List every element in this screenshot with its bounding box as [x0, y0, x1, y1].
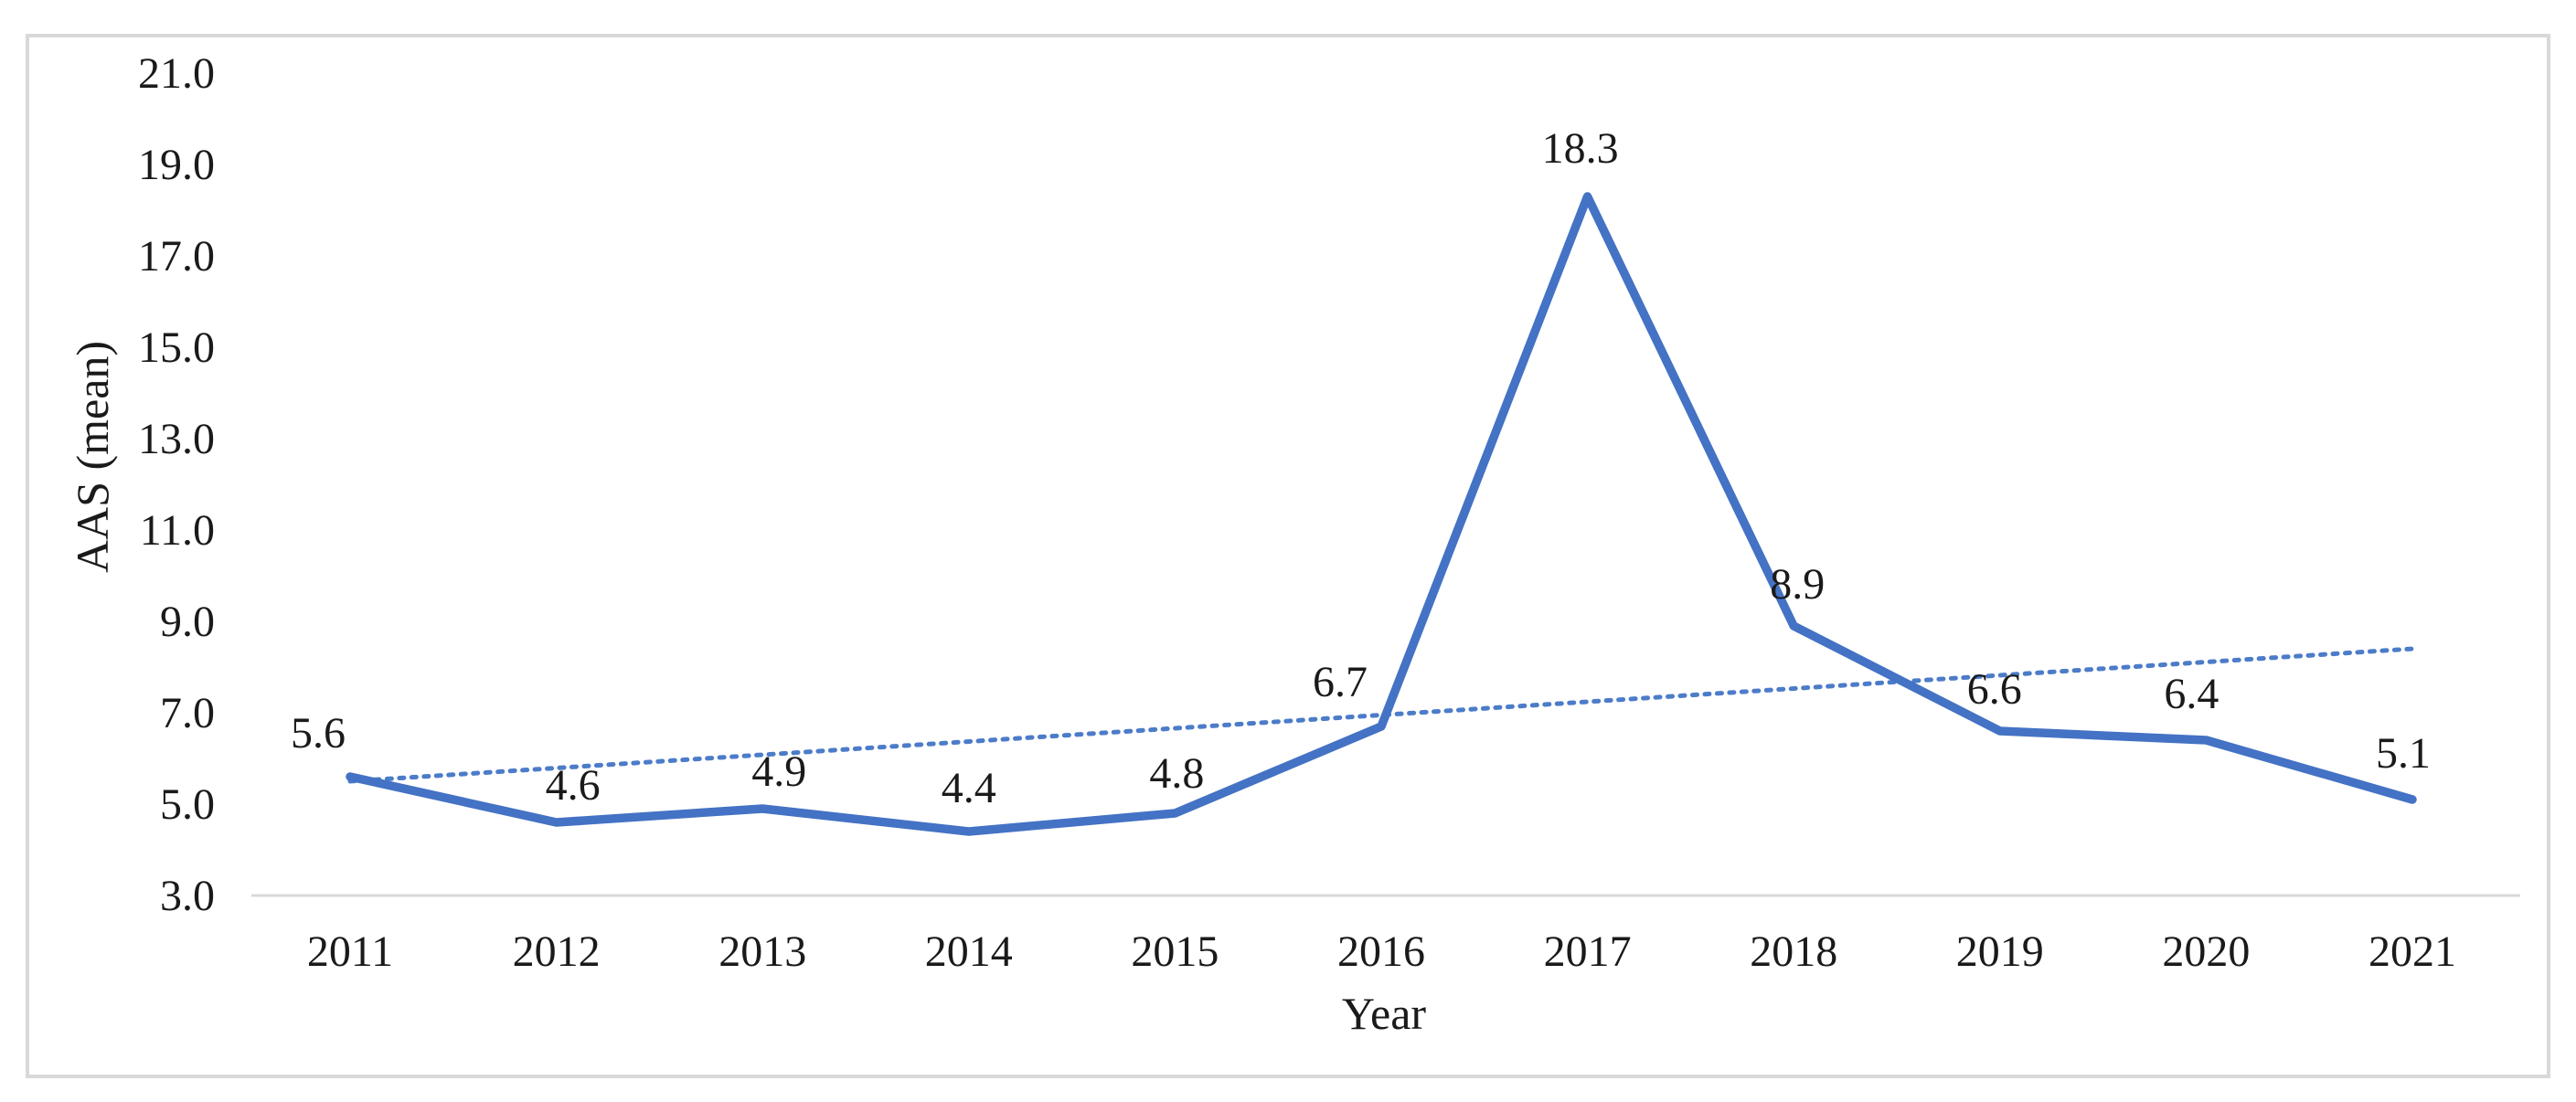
x-tick-label: 2013 — [719, 927, 806, 976]
data-label-layer: 5.6 4.6 4.9 4.4 4.8 6.7 18.3 8.9 6.6 6.4 5.1 — [291, 124, 2431, 812]
y-tick-label: 11.0 — [140, 506, 215, 555]
trendline — [347, 646, 2415, 784]
y-tick-label: 17.0 — [138, 232, 215, 281]
data-label: 4.9 — [751, 747, 806, 796]
data-label: 18.3 — [1542, 124, 1619, 173]
data-label: 6.7 — [1313, 658, 1368, 706]
x-axis-title: Year — [1342, 988, 1426, 1039]
data-label: 5.1 — [2376, 729, 2431, 778]
series-layer — [346, 192, 2417, 836]
y-tick-label: 3.0 — [160, 872, 215, 920]
axis-layer: 3.0 5.0 7.0 9.0 11.0 13.0 15.0 17.0 19.0 21.0 2011… — [138, 49, 2520, 976]
x-tick-label: 2015 — [1131, 927, 1219, 976]
y-tick-label: 21.0 — [138, 49, 215, 98]
x-tick-label: 2016 — [1337, 927, 1425, 976]
y-tick-label: 15.0 — [138, 323, 215, 372]
data-label: 8.9 — [1770, 560, 1825, 609]
y-tick-label: 9.0 — [160, 598, 215, 646]
x-tick-label: 2020 — [2162, 927, 2250, 976]
y-tick-label: 7.0 — [160, 689, 215, 737]
x-tick-label: 2018 — [1750, 927, 1837, 976]
x-tick-label: 2019 — [1956, 927, 2044, 976]
data-label: 4.4 — [942, 764, 996, 812]
data-label: 6.6 — [1967, 665, 2022, 714]
data-label: 6.4 — [2164, 670, 2219, 718]
data-label: 4.6 — [546, 761, 601, 810]
x-tick-label: 2021 — [2368, 927, 2456, 976]
x-tick-label: 2017 — [1544, 927, 1632, 976]
x-tick-label: 2014 — [925, 927, 1013, 976]
chart-frame — [26, 34, 2550, 1078]
y-axis-title: AAS (mean) — [67, 341, 118, 573]
series-line — [346, 192, 2417, 836]
y-tick-label: 19.0 — [138, 141, 215, 189]
y-tick-label: 5.0 — [160, 780, 215, 829]
y-tick-label: 13.0 — [138, 415, 215, 463]
x-tick-label: 2012 — [513, 927, 601, 976]
x-tick-label: 2011 — [307, 927, 393, 976]
data-label: 4.8 — [1149, 749, 1204, 798]
data-label: 5.6 — [291, 709, 346, 758]
